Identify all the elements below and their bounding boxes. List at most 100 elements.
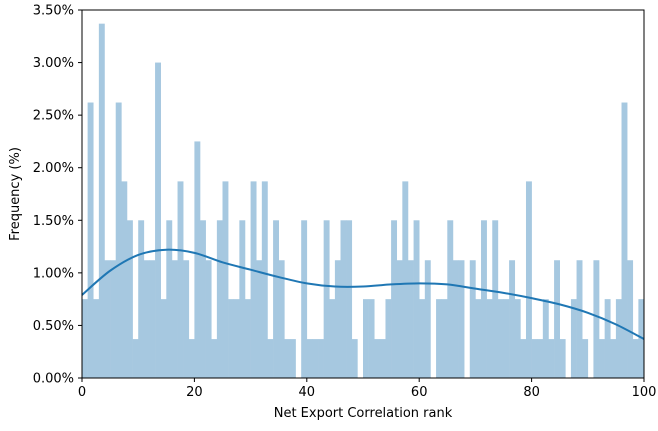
histogram-bar [261,181,268,378]
histogram-bar [160,299,167,378]
histogram-bar [559,339,566,378]
histogram-bar [132,339,139,378]
histogram-bar [593,260,600,378]
histogram-bar [346,220,353,378]
histogram-bar [334,260,341,378]
y-tick-label: 2.00% [33,161,74,176]
histogram-bar [548,339,555,378]
histogram-bar [424,260,431,378]
histogram-bar [452,260,459,378]
x-axis-label: Net Export Correlation rank [274,406,453,421]
histogram-bar [413,220,420,378]
histogram-bar [126,220,133,378]
histogram-bar [486,299,493,378]
histogram-bar [121,181,128,378]
histogram-bar [273,220,279,378]
histogram-bar [216,220,223,378]
histogram-bar [610,339,617,378]
histogram-bar [351,339,358,378]
histogram-bar [244,299,251,378]
y-tick-label: 1.00% [33,266,74,281]
histogram-bar [436,299,442,378]
histogram-bars [82,23,645,378]
histogram-bar [632,339,639,378]
histogram-bar [98,23,105,378]
histogram-bar [570,299,577,378]
x-tick-label: 80 [523,385,540,400]
histogram-bar [627,260,634,378]
histogram-bar [329,299,336,378]
density-curve-line [81,248,645,340]
x-tick-label: 40 [299,385,316,400]
histogram-bar [576,260,583,378]
histogram-bar [183,260,190,378]
histogram-bar [402,181,409,378]
histogram-bar [469,260,476,378]
histogram-bar [166,220,173,378]
histogram-bar [599,339,605,378]
histogram-bar [200,220,206,378]
histogram-bar [138,220,145,378]
histogram-bar [194,141,201,378]
histogram-bar [537,339,544,378]
histogram-bar [171,260,178,378]
histogram-bar [289,339,296,378]
histogram-bar [374,339,381,378]
histogram-bar [205,260,212,378]
histogram-bar [250,181,257,378]
histogram-bar [143,260,150,378]
histogram-bar [267,339,274,378]
histogram-bar [115,102,122,378]
histogram-bar [363,299,369,378]
histogram-bar [582,339,589,378]
histogram-bar [318,339,324,378]
histogram-bar [475,299,482,378]
histogram-bar [312,339,319,378]
histogram-bar [177,181,184,378]
histogram-bar [278,260,285,378]
histogram-bar [604,299,611,378]
histogram-bar [621,102,628,378]
histogram-bar [323,220,330,378]
histogram-bar [396,260,403,378]
histogram-bar [447,220,454,378]
histogram-bar [379,339,386,378]
histogram-bar [531,339,538,378]
histogram-bar [301,220,308,378]
histogram-bar [391,220,398,378]
histogram-bar [340,220,347,378]
x-tick-label: 100 [632,385,657,400]
histogram-bar [497,299,504,378]
histogram-bar [368,299,375,378]
x-tick-label: 0 [78,385,86,400]
histogram-bar [525,181,532,378]
histogram-bar [441,299,448,378]
x-tick-label: 20 [186,385,203,400]
y-tick-label: 3.50% [33,4,74,19]
y-tick-label: 0.00% [33,372,74,387]
histogram-bar [256,260,263,378]
histogram-bar [419,299,426,378]
x-tick-label: 60 [411,385,428,400]
histogram-bar [87,102,94,378]
histogram-bar [554,260,560,378]
y-tick-label: 3.00% [33,56,74,71]
histogram-bar [93,299,100,378]
histogram-bar [228,299,235,378]
x-axis-ticks: 0 20 40 60 80 100 [78,378,657,400]
y-axis-ticks: 0.00% 0.50% 1.00% 1.50% 2.00% 2.50% 3.00% 3.50% [33,4,82,387]
histogram-bar [458,260,465,378]
histogram-bar [615,299,622,378]
histogram-bar [306,339,313,378]
y-axis-label: Frequency (%) [8,147,23,241]
histogram-bar [222,181,229,378]
histogram-bar [188,339,195,378]
histogram-bar [82,299,88,378]
histogram-bar [481,220,487,378]
y-tick-label: 2.50% [33,109,74,124]
histogram-bar [211,339,218,378]
histogram-bar [509,260,516,378]
histogram-bar [233,299,240,378]
histogram-bar [407,260,414,378]
